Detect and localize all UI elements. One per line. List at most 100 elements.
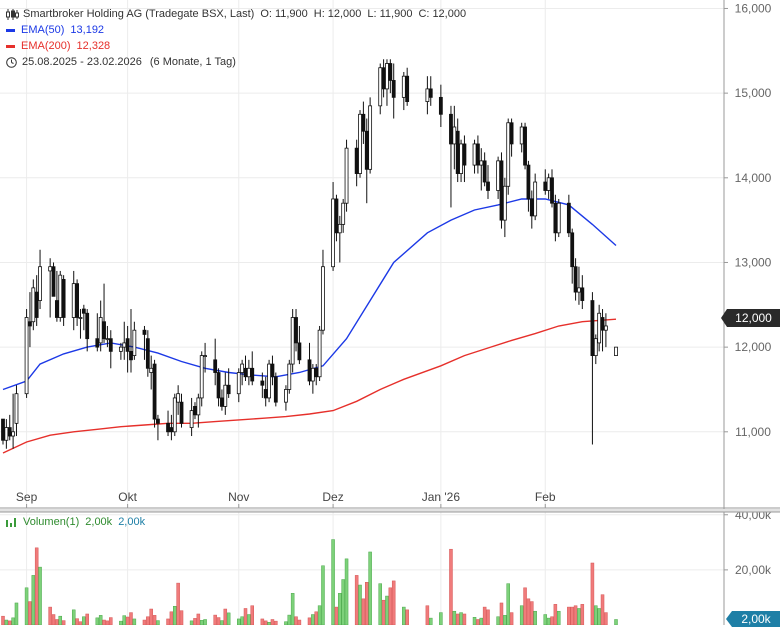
ohlc-low-label: L: bbox=[367, 8, 377, 20]
volume-bar bbox=[129, 612, 133, 625]
candle bbox=[317, 325, 322, 381]
clock-icon bbox=[6, 56, 17, 68]
date-range: 25.08.2025 - 23.02.2026 bbox=[22, 56, 142, 68]
volume-bar bbox=[546, 617, 551, 625]
candle bbox=[179, 393, 184, 428]
candle-body bbox=[378, 67, 383, 107]
volume-bar bbox=[85, 613, 89, 625]
candle-body bbox=[166, 422, 170, 433]
volume-bar bbox=[294, 616, 298, 625]
volume-bar bbox=[570, 606, 574, 625]
candle-body bbox=[102, 321, 106, 340]
candle bbox=[189, 397, 194, 437]
candle-body bbox=[476, 143, 480, 166]
candle bbox=[290, 309, 295, 373]
candle-body bbox=[129, 350, 133, 361]
price-tick-label: 16,000 bbox=[735, 1, 772, 15]
candle-body bbox=[533, 181, 538, 217]
candle bbox=[600, 309, 605, 352]
candle-body bbox=[213, 359, 218, 373]
volume-value-1: 2,00k bbox=[85, 516, 113, 528]
volume-bar bbox=[274, 620, 278, 625]
ema200-value: 12,328 bbox=[76, 40, 111, 52]
candle bbox=[358, 110, 362, 178]
candle-body bbox=[290, 317, 295, 365]
volume-bar bbox=[381, 599, 386, 625]
candle bbox=[85, 309, 90, 352]
volume-bar bbox=[102, 619, 106, 625]
candle bbox=[593, 334, 598, 365]
candle bbox=[550, 169, 554, 208]
candle-body bbox=[142, 329, 147, 335]
candle bbox=[287, 359, 292, 394]
chart-type-icon[interactable] bbox=[6, 8, 19, 20]
candle bbox=[24, 309, 29, 398]
volume-bar bbox=[533, 610, 537, 625]
volume-bar bbox=[220, 620, 224, 625]
volume-bar bbox=[173, 606, 177, 625]
candle-body bbox=[509, 122, 514, 145]
candle-body bbox=[11, 431, 16, 437]
volume-bar bbox=[125, 616, 130, 625]
volume-bar bbox=[530, 601, 534, 625]
candle bbox=[250, 351, 255, 386]
candle bbox=[199, 351, 204, 407]
volume-bar bbox=[71, 609, 76, 625]
volume-bar bbox=[334, 606, 339, 625]
candle bbox=[132, 321, 137, 360]
volume-bar bbox=[523, 587, 527, 625]
candle-body bbox=[550, 177, 554, 204]
candle-body bbox=[7, 427, 12, 437]
candle-body bbox=[48, 266, 53, 272]
candle-body bbox=[337, 223, 342, 234]
volume-bar bbox=[105, 620, 110, 625]
price-tick-label: 13,000 bbox=[735, 255, 772, 269]
volume-bar bbox=[543, 614, 548, 625]
candle bbox=[337, 215, 342, 263]
volume-bars-icon[interactable] bbox=[6, 517, 18, 527]
volume-bar bbox=[311, 614, 315, 625]
candle bbox=[499, 152, 504, 229]
volume-bar bbox=[250, 605, 254, 625]
candle-body bbox=[455, 130, 460, 174]
candle bbox=[203, 342, 207, 373]
candle-body bbox=[287, 363, 292, 390]
candle-body bbox=[580, 287, 585, 301]
volume-bar bbox=[237, 618, 241, 625]
volume-bar bbox=[425, 605, 430, 625]
candle-body bbox=[270, 363, 275, 378]
volume-bar bbox=[503, 615, 507, 625]
legend-ema50-row[interactable]: EMA(50) 13,192 bbox=[6, 22, 466, 38]
candle bbox=[58, 270, 63, 322]
volume-bar bbox=[38, 566, 42, 625]
candle-body bbox=[85, 312, 90, 340]
volume-bar bbox=[75, 618, 79, 625]
candle-body bbox=[118, 346, 123, 352]
candle bbox=[156, 414, 160, 441]
ohlc-low: 11,900 bbox=[379, 8, 413, 20]
ohlc-close: 12,000 bbox=[432, 8, 467, 20]
candle-body bbox=[459, 143, 463, 174]
panel-separator bbox=[0, 509, 780, 512]
candle bbox=[196, 393, 201, 428]
candle-body bbox=[401, 75, 406, 98]
candle bbox=[502, 177, 507, 238]
candle-body bbox=[361, 113, 366, 132]
candle bbox=[388, 59, 393, 94]
candle bbox=[476, 135, 480, 174]
candle-body bbox=[570, 232, 575, 268]
volume-bar bbox=[567, 606, 571, 625]
candle bbox=[590, 292, 595, 445]
volume-bar bbox=[28, 601, 32, 625]
candle-body bbox=[250, 367, 255, 382]
volume-bar bbox=[11, 617, 15, 625]
volume-value-2: 2,00k bbox=[118, 516, 146, 528]
volume-tick-label: 20,00k bbox=[735, 563, 772, 577]
volume-bar bbox=[263, 620, 268, 625]
candle-body bbox=[368, 105, 373, 170]
candle bbox=[34, 275, 39, 326]
legend-ema200-row[interactable]: EMA(200) 12,328 bbox=[6, 38, 466, 54]
candle bbox=[526, 160, 531, 212]
candle-body bbox=[240, 363, 245, 373]
